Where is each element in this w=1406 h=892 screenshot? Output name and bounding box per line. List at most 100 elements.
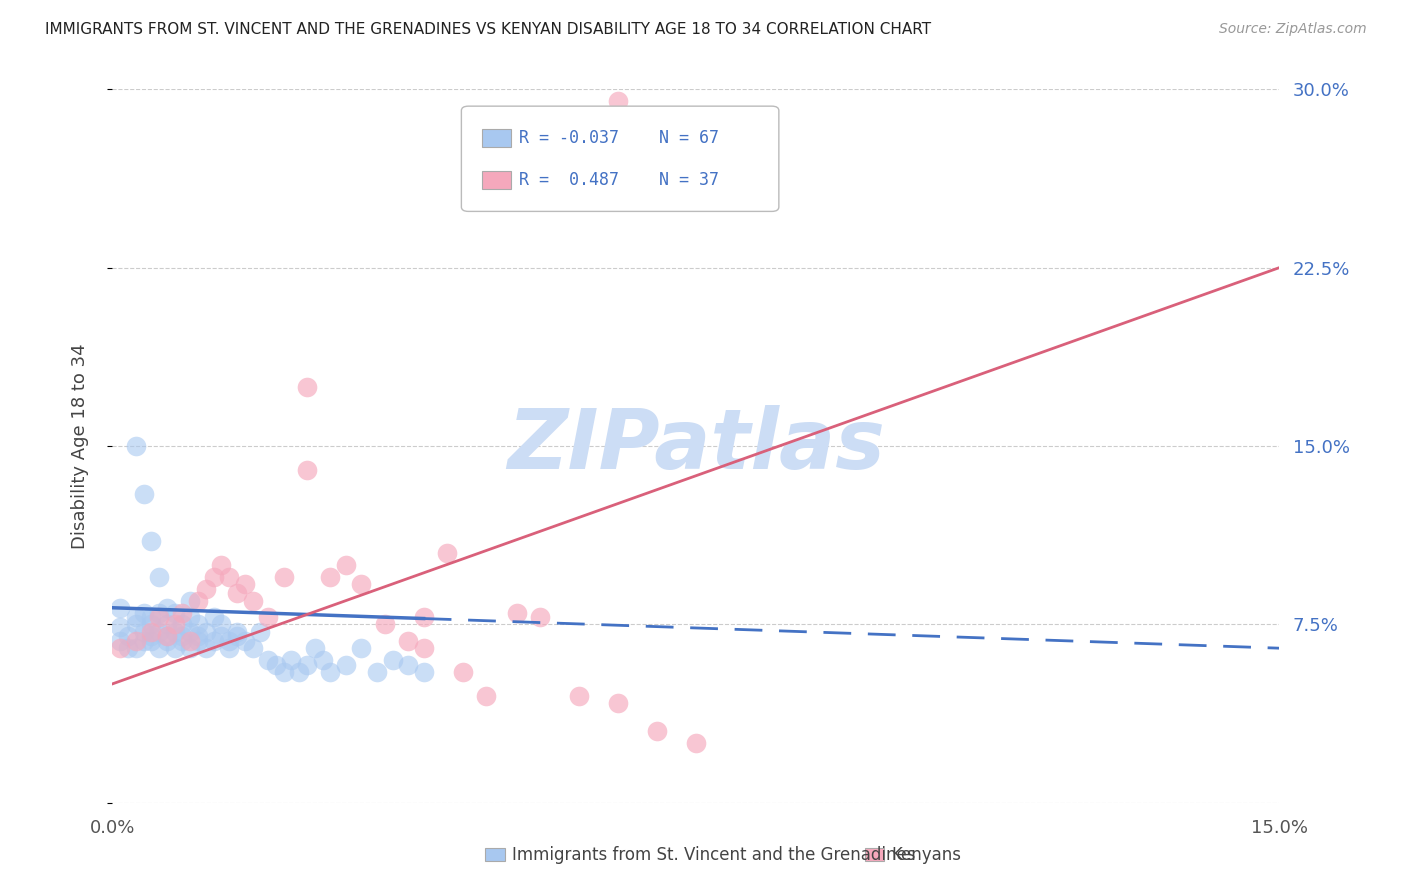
Point: [685, 736, 707, 750]
Point: [125, 617, 148, 632]
Point: [218, 641, 240, 656]
Point: [125, 610, 148, 624]
Point: [451, 665, 474, 679]
Point: [179, 624, 201, 639]
Point: [226, 629, 249, 643]
Point: [319, 665, 342, 679]
Point: [366, 665, 388, 679]
Text: ZIPatlas: ZIPatlas: [508, 406, 884, 486]
Point: [156, 629, 179, 643]
Point: [396, 634, 419, 648]
Point: [132, 486, 155, 500]
Text: R = -0.037    N = 67: R = -0.037 N = 67: [519, 128, 718, 146]
Point: [148, 641, 170, 656]
Point: [249, 624, 271, 639]
Point: [374, 617, 396, 632]
Point: [132, 634, 155, 648]
Point: [607, 94, 630, 108]
Point: [226, 624, 249, 639]
Point: [141, 534, 163, 549]
Point: [218, 634, 240, 648]
Point: [295, 657, 318, 672]
Point: [295, 379, 318, 393]
Point: [179, 593, 201, 607]
Point: [187, 593, 209, 607]
Point: [350, 641, 373, 656]
Point: [202, 570, 225, 584]
Y-axis label: Disability Age 18 to 34: Disability Age 18 to 34: [70, 343, 89, 549]
Point: [295, 463, 318, 477]
Point: [132, 606, 155, 620]
Point: [187, 617, 209, 632]
Point: [412, 610, 434, 624]
Point: [187, 629, 209, 643]
Point: [381, 653, 404, 667]
Point: [148, 606, 170, 620]
Point: [194, 582, 217, 596]
Point: [273, 570, 295, 584]
Point: [218, 570, 240, 584]
Point: [194, 624, 217, 639]
Point: [156, 600, 179, 615]
Point: [148, 610, 170, 624]
Point: [172, 606, 194, 620]
Text: IMMIGRANTS FROM ST. VINCENT AND THE GRENADINES VS KENYAN DISABILITY AGE 18 TO 34: IMMIGRANTS FROM ST. VINCENT AND THE GREN…: [45, 22, 931, 37]
Point: [132, 624, 155, 639]
Point: [110, 600, 132, 615]
Point: [607, 696, 630, 710]
Point: [335, 558, 357, 572]
Point: [110, 620, 132, 634]
Point: [194, 641, 217, 656]
Point: [117, 641, 139, 656]
Point: [172, 617, 194, 632]
Point: [172, 629, 194, 643]
Point: [163, 606, 186, 620]
Point: [436, 546, 458, 560]
Point: [163, 641, 186, 656]
Point: [156, 617, 179, 632]
Point: [396, 657, 419, 672]
Point: [412, 641, 434, 656]
Text: Kenyans: Kenyans: [891, 846, 962, 863]
Point: [179, 634, 201, 648]
Point: [257, 653, 280, 667]
Point: [529, 610, 551, 624]
Text: R =  0.487    N = 37: R = 0.487 N = 37: [519, 171, 718, 189]
Point: [412, 665, 434, 679]
Point: [280, 653, 302, 667]
Point: [645, 724, 668, 739]
Point: [187, 634, 209, 648]
Point: [202, 634, 225, 648]
Point: [226, 586, 249, 600]
Point: [148, 624, 170, 639]
Point: [288, 665, 311, 679]
Point: [475, 689, 498, 703]
Point: [110, 634, 132, 648]
Point: [141, 634, 163, 648]
Point: [148, 570, 170, 584]
Point: [209, 558, 232, 572]
Point: [568, 689, 591, 703]
Point: [242, 641, 264, 656]
Point: [141, 617, 163, 632]
Point: [257, 610, 280, 624]
Point: [156, 634, 179, 648]
Point: [506, 606, 529, 620]
Point: [163, 617, 186, 632]
Point: [179, 610, 201, 624]
Point: [209, 629, 232, 643]
Point: [125, 439, 148, 453]
Point: [335, 657, 357, 672]
Point: [163, 624, 186, 639]
Point: [141, 610, 163, 624]
Point: [264, 657, 287, 672]
Point: [125, 641, 148, 656]
Point: [117, 629, 139, 643]
Point: [125, 634, 148, 648]
Point: [350, 577, 373, 591]
Point: [172, 634, 194, 648]
Point: [110, 641, 132, 656]
Point: [141, 624, 163, 639]
Point: [242, 593, 264, 607]
Point: [311, 653, 333, 667]
